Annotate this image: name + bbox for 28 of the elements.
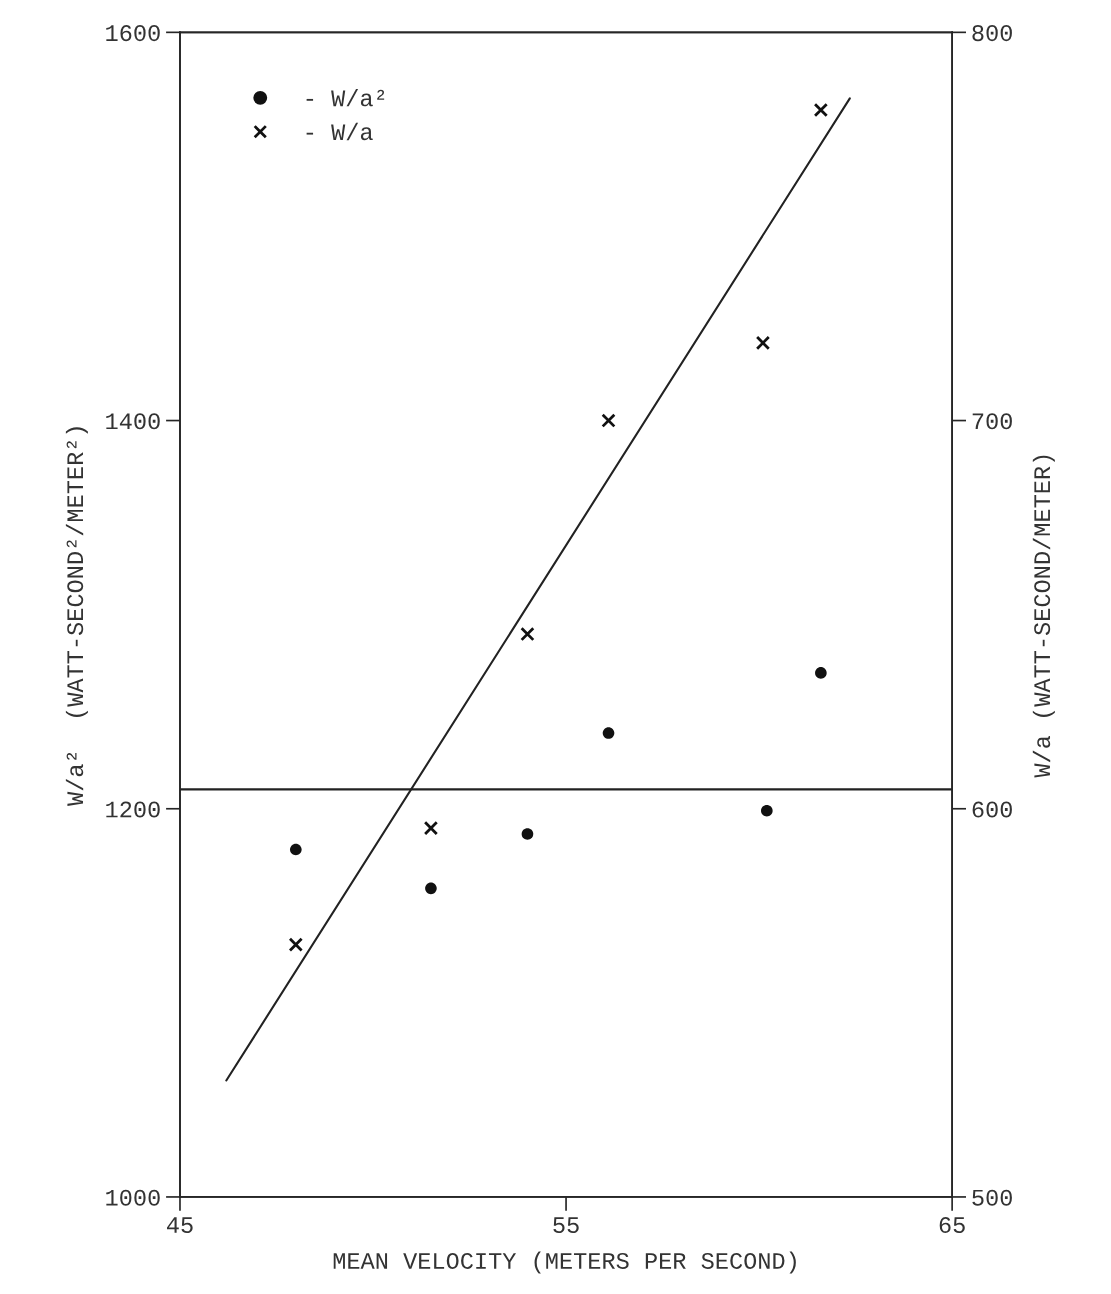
y2-tick-label: 600 bbox=[972, 801, 1012, 818]
point bbox=[815, 667, 827, 679]
point bbox=[602, 727, 615, 739]
x-tick-label: 45 bbox=[167, 1217, 193, 1234]
point bbox=[601, 413, 616, 428]
x-tick-label: 65 bbox=[939, 1217, 965, 1234]
legend-label: - W/a bbox=[306, 122, 373, 141]
point bbox=[761, 804, 773, 817]
point bbox=[813, 102, 829, 118]
point bbox=[289, 843, 302, 856]
y2-tick-label: 800 bbox=[972, 25, 1012, 42]
y2-tick-label: 500 bbox=[972, 1189, 1012, 1206]
y-tick-label: 1000 bbox=[106, 1189, 160, 1206]
y-tick-label: 1400 bbox=[106, 413, 160, 430]
y-axis-title: W/a² (WATT-SECOND²/METER²) bbox=[65, 427, 88, 806]
x-tick-label: 55 bbox=[553, 1217, 579, 1234]
point bbox=[755, 335, 771, 351]
point bbox=[423, 820, 439, 836]
legend-label: - W/a² bbox=[306, 89, 385, 107]
y2-tick-label: 700 bbox=[972, 413, 1012, 430]
point bbox=[288, 937, 303, 952]
point bbox=[521, 828, 534, 840]
y2-axis-title: W/a (WATT-SECOND/METER) bbox=[1032, 455, 1055, 778]
point bbox=[425, 882, 437, 895]
point bbox=[520, 626, 535, 642]
y-tick-label: 1600 bbox=[106, 25, 160, 42]
y-tick-label: 1200 bbox=[106, 801, 160, 818]
x-axis-title: MEAN VELOCITY (METERS PER SECOND) bbox=[333, 1251, 796, 1274]
